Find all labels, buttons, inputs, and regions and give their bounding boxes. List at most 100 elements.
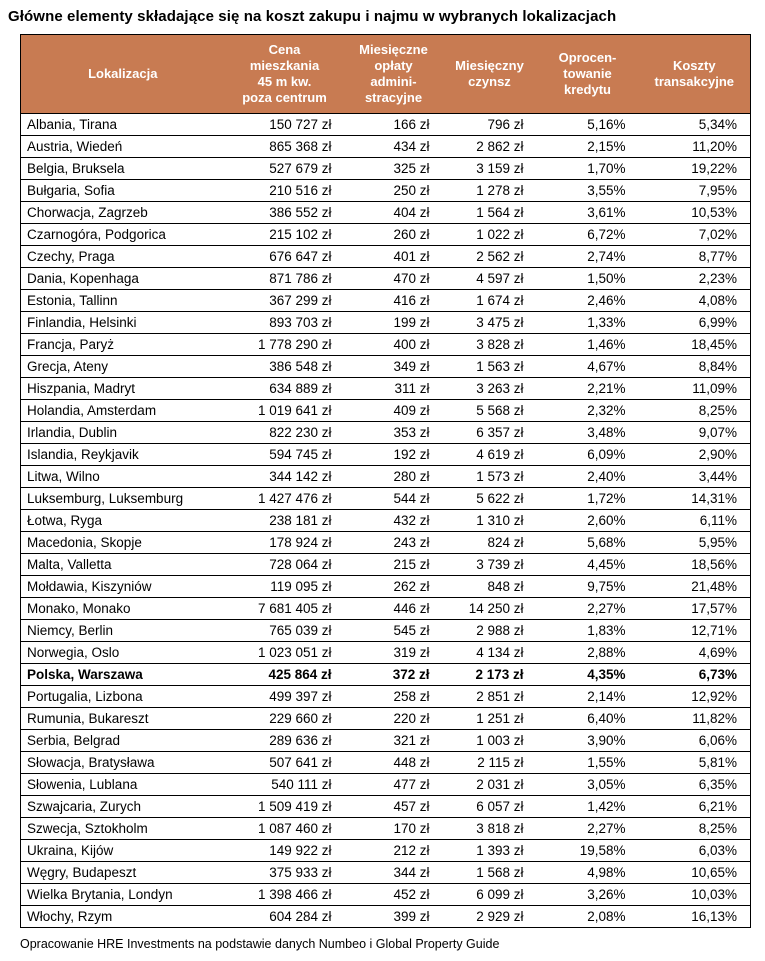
table-header-row: Lokalizacja Cena mieszkania 45 m kw. poz… — [20, 34, 751, 114]
value-cell: 2,23% — [638, 267, 751, 290]
value-cell: 11,82% — [638, 707, 751, 730]
value-cell: 6,09% — [536, 443, 639, 466]
value-cell: 425 864 zł — [224, 663, 345, 686]
value-cell: 6,72% — [536, 223, 639, 246]
table-row: Austria, Wiedeń 865 368 zł 434 zł 2 862 zł 2… — [20, 135, 751, 158]
value-cell: 604 284 zł — [224, 905, 345, 928]
value-cell: 319 zł — [344, 641, 443, 664]
value-cell: 7,02% — [638, 223, 751, 246]
value-cell: 1 251 zł — [442, 707, 537, 730]
table-row: Ukraina, Kijów 149 922 zł 212 zł 1 393 zł 19… — [20, 839, 751, 862]
value-cell: 446 zł — [344, 597, 443, 620]
value-cell: 5,95% — [638, 531, 751, 554]
value-cell: 3 818 zł — [442, 817, 537, 840]
value-cell: 507 641 zł — [224, 751, 345, 774]
value-cell: 4 597 zł — [442, 267, 537, 290]
value-cell: 2 562 zł — [442, 245, 537, 268]
value-cell: 6,11% — [638, 509, 751, 532]
value-cell: 3,48% — [536, 421, 639, 444]
value-cell: 4 134 zł — [442, 641, 537, 664]
value-cell: 4,45% — [536, 553, 639, 576]
value-cell: 4,69% — [638, 641, 751, 664]
page-title: Główne elementy składające się na koszt … — [8, 8, 617, 25]
value-cell: 215 zł — [344, 553, 443, 576]
value-cell: 676 647 zł — [224, 245, 345, 268]
value-cell: 212 zł — [344, 839, 443, 862]
value-cell: 9,75% — [536, 575, 639, 598]
value-cell: 477 zł — [344, 773, 443, 796]
value-cell: 2 862 zł — [442, 135, 537, 158]
value-cell: 6,03% — [638, 839, 751, 862]
table-row: Włochy, Rzym 604 284 zł 399 zł 2 929 zł 2,08… — [20, 905, 751, 928]
value-cell: 150 727 zł — [224, 113, 345, 136]
location-cell: Irlandia, Dublin — [20, 421, 225, 444]
col-header-oprocentowanie: Oprocen- towanie kredytu — [536, 34, 639, 114]
value-cell: 3,05% — [536, 773, 639, 796]
location-cell: Litwa, Wilno — [20, 465, 225, 488]
value-cell: 10,03% — [638, 883, 751, 906]
value-cell: 8,25% — [638, 399, 751, 422]
value-cell: 2,27% — [536, 597, 639, 620]
value-cell: 2,74% — [536, 245, 639, 268]
table-row: Hiszpania, Madryt 634 889 zł 311 zł 3 263 z… — [20, 377, 751, 400]
table-row: Estonia, Tallinn 367 299 zł 416 zł 1 674 zł… — [20, 289, 751, 312]
location-cell: Szwajcaria, Zurych — [20, 795, 225, 818]
value-cell: 6 099 zł — [442, 883, 537, 906]
value-cell: 448 zł — [344, 751, 443, 774]
table-row: Łotwa, Ryga 238 181 zł 432 zł 1 310 zł 2,60%… — [20, 509, 751, 532]
table-row: Szwecja, Sztokholm 1 087 460 zł 170 zł 3 81… — [20, 817, 751, 840]
location-cell: Czechy, Praga — [20, 245, 225, 268]
value-cell: 8,25% — [638, 817, 751, 840]
value-cell: 349 zł — [344, 355, 443, 378]
value-cell: 178 924 zł — [224, 531, 345, 554]
value-cell: 229 660 zł — [224, 707, 345, 730]
value-cell: 1,70% — [536, 157, 639, 180]
value-cell: 6,99% — [638, 311, 751, 334]
value-cell: 375 933 zł — [224, 861, 345, 884]
value-cell: 119 095 zł — [224, 575, 345, 598]
value-cell: 11,20% — [638, 135, 751, 158]
location-cell: Norwegia, Oslo — [20, 641, 225, 664]
location-cell: Chorwacja, Zagrzeb — [20, 201, 225, 224]
value-cell: 545 zł — [344, 619, 443, 642]
value-cell: 3 828 zł — [442, 333, 537, 356]
value-cell: 1 019 641 zł — [224, 399, 345, 422]
value-cell: 353 zł — [344, 421, 443, 444]
value-cell: 386 552 zł — [224, 201, 345, 224]
value-cell: 238 181 zł — [224, 509, 345, 532]
value-cell: 8,77% — [638, 245, 751, 268]
value-cell: 1 278 zł — [442, 179, 537, 202]
value-cell: 796 zł — [442, 113, 537, 136]
value-cell: 470 zł — [344, 267, 443, 290]
location-cell: Bułgaria, Sofia — [20, 179, 225, 202]
value-cell: 6 057 zł — [442, 795, 537, 818]
value-cell: 432 zł — [344, 509, 443, 532]
table-row: Holandia, Amsterdam 1 019 641 zł 409 zł 5 5… — [20, 399, 751, 422]
value-cell: 1,46% — [536, 333, 639, 356]
value-cell: 2,46% — [536, 289, 639, 312]
value-cell: 12,92% — [638, 685, 751, 708]
value-cell: 21,48% — [638, 575, 751, 598]
value-cell: 1 674 zł — [442, 289, 537, 312]
table-row: Belgia, Bruksela 527 679 zł 325 zł 3 159 zł… — [20, 157, 751, 180]
value-cell: 149 922 zł — [224, 839, 345, 862]
value-cell: 8,84% — [638, 355, 751, 378]
table-row: Malta, Valletta 728 064 zł 215 zł 3 739 zł 4… — [20, 553, 751, 576]
table-row: Dania, Kopenhaga 871 786 zł 470 zł 4 597 zł… — [20, 267, 751, 290]
value-cell: 5,16% — [536, 113, 639, 136]
location-cell: Luksemburg, Luksemburg — [20, 487, 225, 510]
location-cell: Holandia, Amsterdam — [20, 399, 225, 422]
value-cell: 386 548 zł — [224, 355, 345, 378]
value-cell: 865 368 zł — [224, 135, 345, 158]
value-cell: 5 568 zł — [442, 399, 537, 422]
value-cell: 260 zł — [344, 223, 443, 246]
value-cell: 11,09% — [638, 377, 751, 400]
location-cell: Albania, Tirana — [20, 113, 225, 136]
value-cell: 544 zł — [344, 487, 443, 510]
value-cell: 170 zł — [344, 817, 443, 840]
value-cell: 7,95% — [638, 179, 751, 202]
value-cell: 404 zł — [344, 201, 443, 224]
value-cell: 4,08% — [638, 289, 751, 312]
value-cell: 2,32% — [536, 399, 639, 422]
location-cell: Polska, Warszawa — [20, 663, 225, 686]
